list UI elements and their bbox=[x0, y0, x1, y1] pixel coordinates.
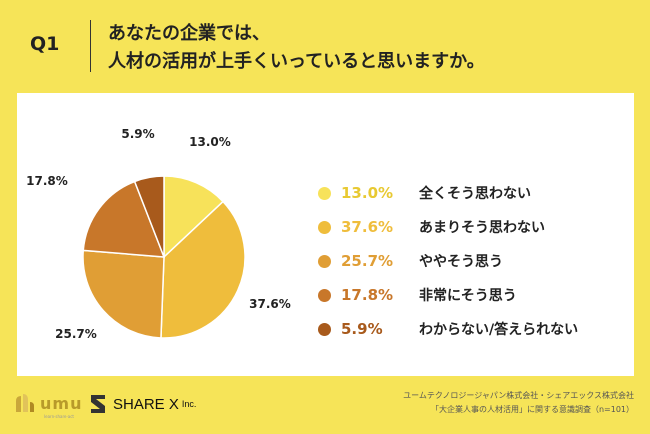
legend-swatch bbox=[318, 220, 331, 234]
legend-item: 37.6% あまりそう思わない bbox=[318, 210, 578, 244]
sharex-logo-mark-icon bbox=[91, 395, 105, 413]
pie-value-label-3: 25.7% bbox=[55, 327, 97, 341]
sharex-logo-suffix: Inc. bbox=[181, 399, 197, 409]
legend-swatch bbox=[318, 186, 331, 200]
pie-slice-5 bbox=[133, 175, 165, 258]
legend-label: わからない/答えられない bbox=[419, 322, 579, 338]
question-title: あなたの企業では、 人材の活用が上手くいっていると思いますか。 bbox=[108, 20, 485, 76]
sharex-logo: SHARE X Inc. bbox=[88, 393, 196, 415]
legend-label: 全くそう思わない bbox=[419, 186, 531, 202]
source-line2: 「大企業人事の人材活用」に関する意識調査（n=101） bbox=[430, 405, 634, 414]
pie-value-label-2: 37.6% bbox=[249, 297, 291, 311]
legend-value: 13.0% bbox=[341, 184, 394, 202]
legend-item: 5.9% わからない/答えられない bbox=[318, 312, 578, 346]
legend-swatch bbox=[318, 288, 331, 302]
pie-slice-3 bbox=[82, 249, 165, 339]
umu-logo-text: umu bbox=[40, 393, 83, 413]
legend-swatch bbox=[318, 254, 331, 268]
legend-swatch bbox=[318, 322, 331, 336]
legend-value: 5.9% bbox=[341, 320, 383, 338]
source-note: ユームテクノロジージャパン株式会社・シェアエックス株式会社 「大企業人事の人材活… bbox=[403, 389, 634, 417]
legend-item: 25.7% ややそう思う bbox=[318, 244, 578, 278]
pie-slice-2 bbox=[160, 200, 246, 339]
legend-item: 17.8% 非常にそう思う bbox=[318, 278, 578, 312]
legend-value: 25.7% bbox=[341, 252, 394, 270]
pie-slice-4 bbox=[82, 180, 166, 258]
legend-label: 非常にそう思う bbox=[419, 288, 517, 304]
pie-value-label-4: 17.8% bbox=[26, 174, 68, 188]
question-label: Q1 bbox=[30, 33, 60, 55]
legend-item: 13.0% 全くそう思わない bbox=[318, 176, 578, 210]
question-title-line2: 人材の活用が上手くいっていると思いますか。 bbox=[108, 51, 485, 72]
legend-label: ややそう思う bbox=[419, 254, 503, 270]
question-title-line1: あなたの企業では、 bbox=[108, 23, 270, 44]
umu-logo-mark-icon bbox=[14, 392, 36, 414]
legend-value: 17.8% bbox=[341, 286, 394, 304]
umu-logo: umu learn·share·act bbox=[14, 392, 83, 419]
pie-value-label-1: 13.0% bbox=[189, 135, 231, 149]
legend-label: あまりそう思わない bbox=[419, 220, 545, 236]
legend-value: 37.6% bbox=[341, 218, 394, 236]
source-line1: ユームテクノロジージャパン株式会社・シェアエックス株式会社 bbox=[403, 391, 634, 400]
pie-slice-1 bbox=[163, 175, 225, 259]
legend: 13.0% 全くそう思わない 37.6% あまりそう思わない 25.7% ややそう思う 17… bbox=[318, 176, 578, 346]
sharex-logo-text: SHARE X bbox=[113, 395, 179, 413]
pie-value-label-5: 5.9% bbox=[121, 127, 154, 141]
umu-logo-subtitle: learn·share·act bbox=[44, 414, 74, 419]
question-divider bbox=[90, 20, 91, 72]
